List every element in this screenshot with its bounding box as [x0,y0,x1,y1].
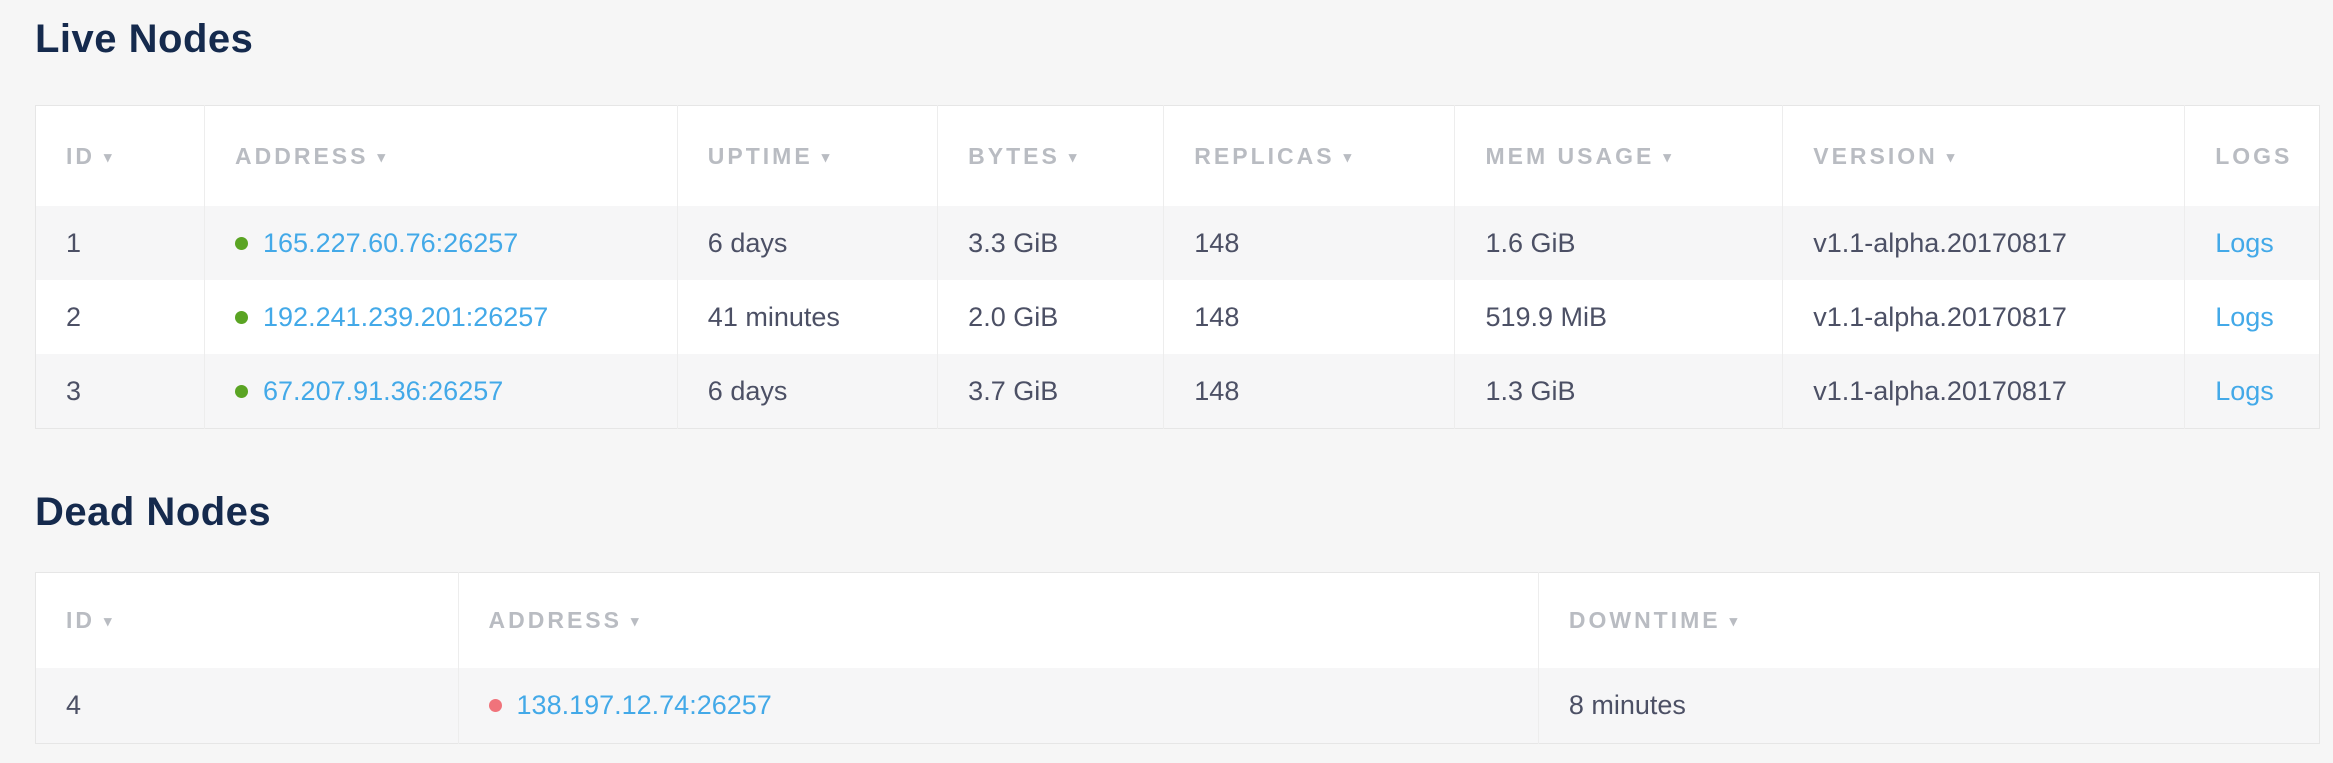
column-label: UPTIME [707,142,813,169]
column-label: BYTES [968,142,1060,169]
node-address-link[interactable]: 192.241.239.201:26257 [263,301,549,332]
node-downtime-cell: 8 minutes [1568,690,1686,720]
node-bytes-cell: 3.3 GiB [937,206,1165,280]
column-label: ADDRESS [235,142,369,169]
node-version-cell: v1.1-alpha.20170817 [1782,280,2186,354]
sort-arrow-icon: ▾ [821,148,830,166]
dead-col-header-id[interactable]: ID ▾ [35,572,459,668]
node-logs-link[interactable]: Logs [2215,301,2274,332]
dead-col-header-address[interactable]: ADDRESS ▾ [458,572,1539,668]
node-replicas-cell: 148 [1163,354,1456,429]
node-bytes-cell: 3.7 GiB [937,354,1165,429]
dead-nodes-title: Dead Nodes [35,490,272,534]
live-status-dot-icon [235,384,249,398]
column-label: REPLICAS [1194,142,1335,169]
node-address-cell: 192.241.239.201:26257 [204,280,678,354]
node-address-cell: 165.227.60.76:26257 [204,206,678,280]
dead-col-header-downtime[interactable]: DOWNTIME ▾ [1538,572,2320,668]
node-id-cell: 4 [35,668,459,744]
node-replicas-cell: 148 [1163,206,1456,280]
column-label: MEM USAGE [1485,142,1655,169]
cluster-nodes-page: Live Nodes ID ▾ ADDRESS ▾ UPTIME ▾ [35,17,2320,744]
sort-arrow-icon: ▾ [631,613,639,630]
column-label: ID [66,142,95,169]
sort-arrow-icon: ▾ [104,148,112,166]
dead-header-row: ID ▾ ADDRESS ▾ DOWNTIME ▾ [35,572,2320,668]
column-label: ADDRESS [488,607,622,633]
live-nodes-title: Live Nodes [35,17,254,61]
node-address-cell: 67.207.91.36:26257 [204,354,678,429]
node-id-cell: 1 [35,206,206,280]
live-col-header-bytes[interactable]: BYTES ▾ [937,105,1165,206]
sort-arrow-icon: ▾ [1729,613,1738,630]
live-nodes-table: ID ▾ ADDRESS ▾ UPTIME ▾ BYTES ▾ REPLICAS ▾ ME… [35,105,2320,429]
sort-arrow-icon: ▾ [1068,148,1077,166]
node-uptime-cell: 41 minutes [677,280,939,354]
node-logs-link[interactable]: Logs [2215,227,2274,258]
sort-arrow-icon: ▾ [1946,148,1955,166]
live-col-header-logs: LOGS [2184,105,2320,206]
table-row: 1 165.227.60.76:26257 6 days 3.3 GiB 148… [35,206,2320,280]
node-mem-usage-cell: 1.3 GiB [1454,354,1784,429]
node-address-link[interactable]: 67.207.91.36:26257 [263,375,504,406]
node-uptime-cell: 6 days [677,354,939,429]
node-address-link[interactable]: 165.227.60.76:26257 [263,227,519,258]
live-col-header-uptime[interactable]: UPTIME ▾ [677,105,939,206]
live-col-header-replicas[interactable]: REPLICAS ▾ [1163,105,1456,206]
column-label: DOWNTIME [1568,607,1721,633]
table-row: 2 192.241.239.201:26257 41 minutes 2.0 G… [35,280,2320,354]
node-uptime-cell: 6 days [677,206,939,280]
node-version-cell: v1.1-alpha.20170817 [1782,354,2186,429]
node-mem-usage-cell: 1.6 GiB [1454,206,1784,280]
node-address-link[interactable]: 138.197.12.74:26257 [516,690,772,720]
node-mem-usage-cell: 519.9 MiB [1454,280,1784,354]
node-replicas-cell: 148 [1163,280,1456,354]
node-logs-cell: Logs [2185,354,2320,429]
column-label: LOGS [2215,142,2293,169]
dead-nodes-table: ID ▾ ADDRESS ▾ DOWNTIME ▾ 4 138.197.12.74:2… [35,572,2320,744]
node-id-cell: 2 [35,280,206,354]
live-col-header-mem-usage[interactable]: MEM USAGE ▾ [1454,105,1784,206]
live-col-header-address[interactable]: ADDRESS ▾ [204,105,678,206]
dead-status-dot-icon [488,699,502,712]
table-row: 3 67.207.91.36:26257 6 days 3.7 GiB 148 … [35,354,2320,429]
column-label: VERSION [1813,142,1938,169]
node-logs-cell: Logs [2185,206,2320,280]
live-col-header-id[interactable]: ID ▾ [35,105,206,206]
column-label: ID [66,607,95,633]
sort-arrow-icon: ▾ [1663,148,1671,166]
node-logs-link[interactable]: Logs [2215,375,2274,406]
sort-arrow-icon: ▾ [377,148,386,166]
live-header-row: ID ▾ ADDRESS ▾ UPTIME ▾ BYTES ▾ REPLICAS ▾ ME… [35,105,2320,206]
node-version-cell: v1.1-alpha.20170817 [1782,206,2186,280]
node-bytes-cell: 2.0 GiB [937,280,1165,354]
live-col-header-version[interactable]: VERSION ▾ [1782,105,2186,206]
sort-arrow-icon: ▾ [1343,148,1352,166]
node-logs-cell: Logs [2185,280,2320,354]
live-status-dot-icon [235,236,249,250]
sort-arrow-icon: ▾ [104,613,112,630]
node-id-cell: 3 [35,354,206,429]
live-status-dot-icon [235,310,249,324]
node-address-cell: 138.197.12.74:26257 [458,668,1539,744]
table-row: 4 138.197.12.74:26257 8 minutes [35,668,2320,744]
